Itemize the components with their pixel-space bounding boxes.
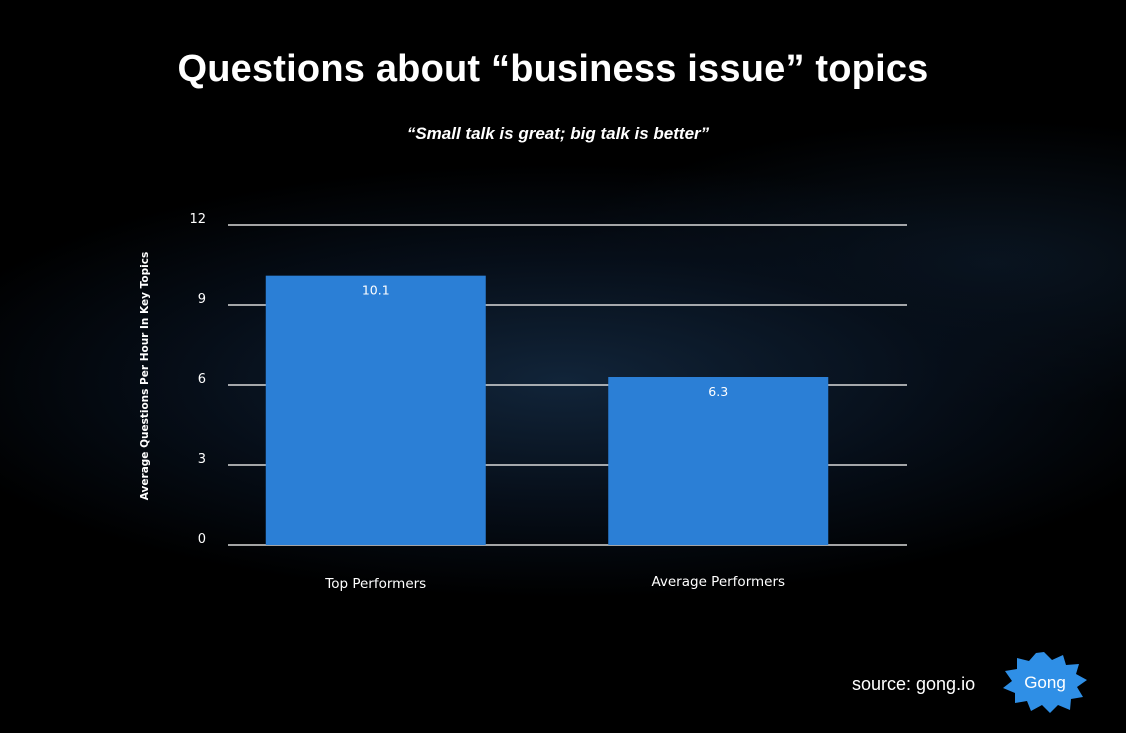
gong-logo: Gong <box>1003 652 1087 713</box>
y-tick-label: 6 <box>198 372 206 387</box>
chart-title: Questions about “business issue” topics <box>177 48 929 90</box>
x-tick-label: Average Performers <box>651 574 785 590</box>
y-tick-label: 0 <box>198 532 206 547</box>
y-tick-label: 3 <box>198 452 206 467</box>
gong-logo-burst <box>1003 652 1087 713</box>
y-tick-label: 12 <box>189 212 206 227</box>
y-axis-label: Average Questions Per Hour In Key Topics <box>139 252 151 500</box>
data-label: 6.3 <box>708 384 728 399</box>
source-text: source: gong.io <box>852 674 976 694</box>
data-label: 10.1 <box>362 283 390 298</box>
y-tick-label: 9 <box>198 292 206 307</box>
bar <box>265 275 486 545</box>
x-tick-label: Top Performers <box>324 576 426 592</box>
chart-subtitle: “Small talk is great; big talk is better… <box>406 124 710 143</box>
gong-logo-text: Gong <box>1024 673 1066 692</box>
bar <box>608 377 829 545</box>
